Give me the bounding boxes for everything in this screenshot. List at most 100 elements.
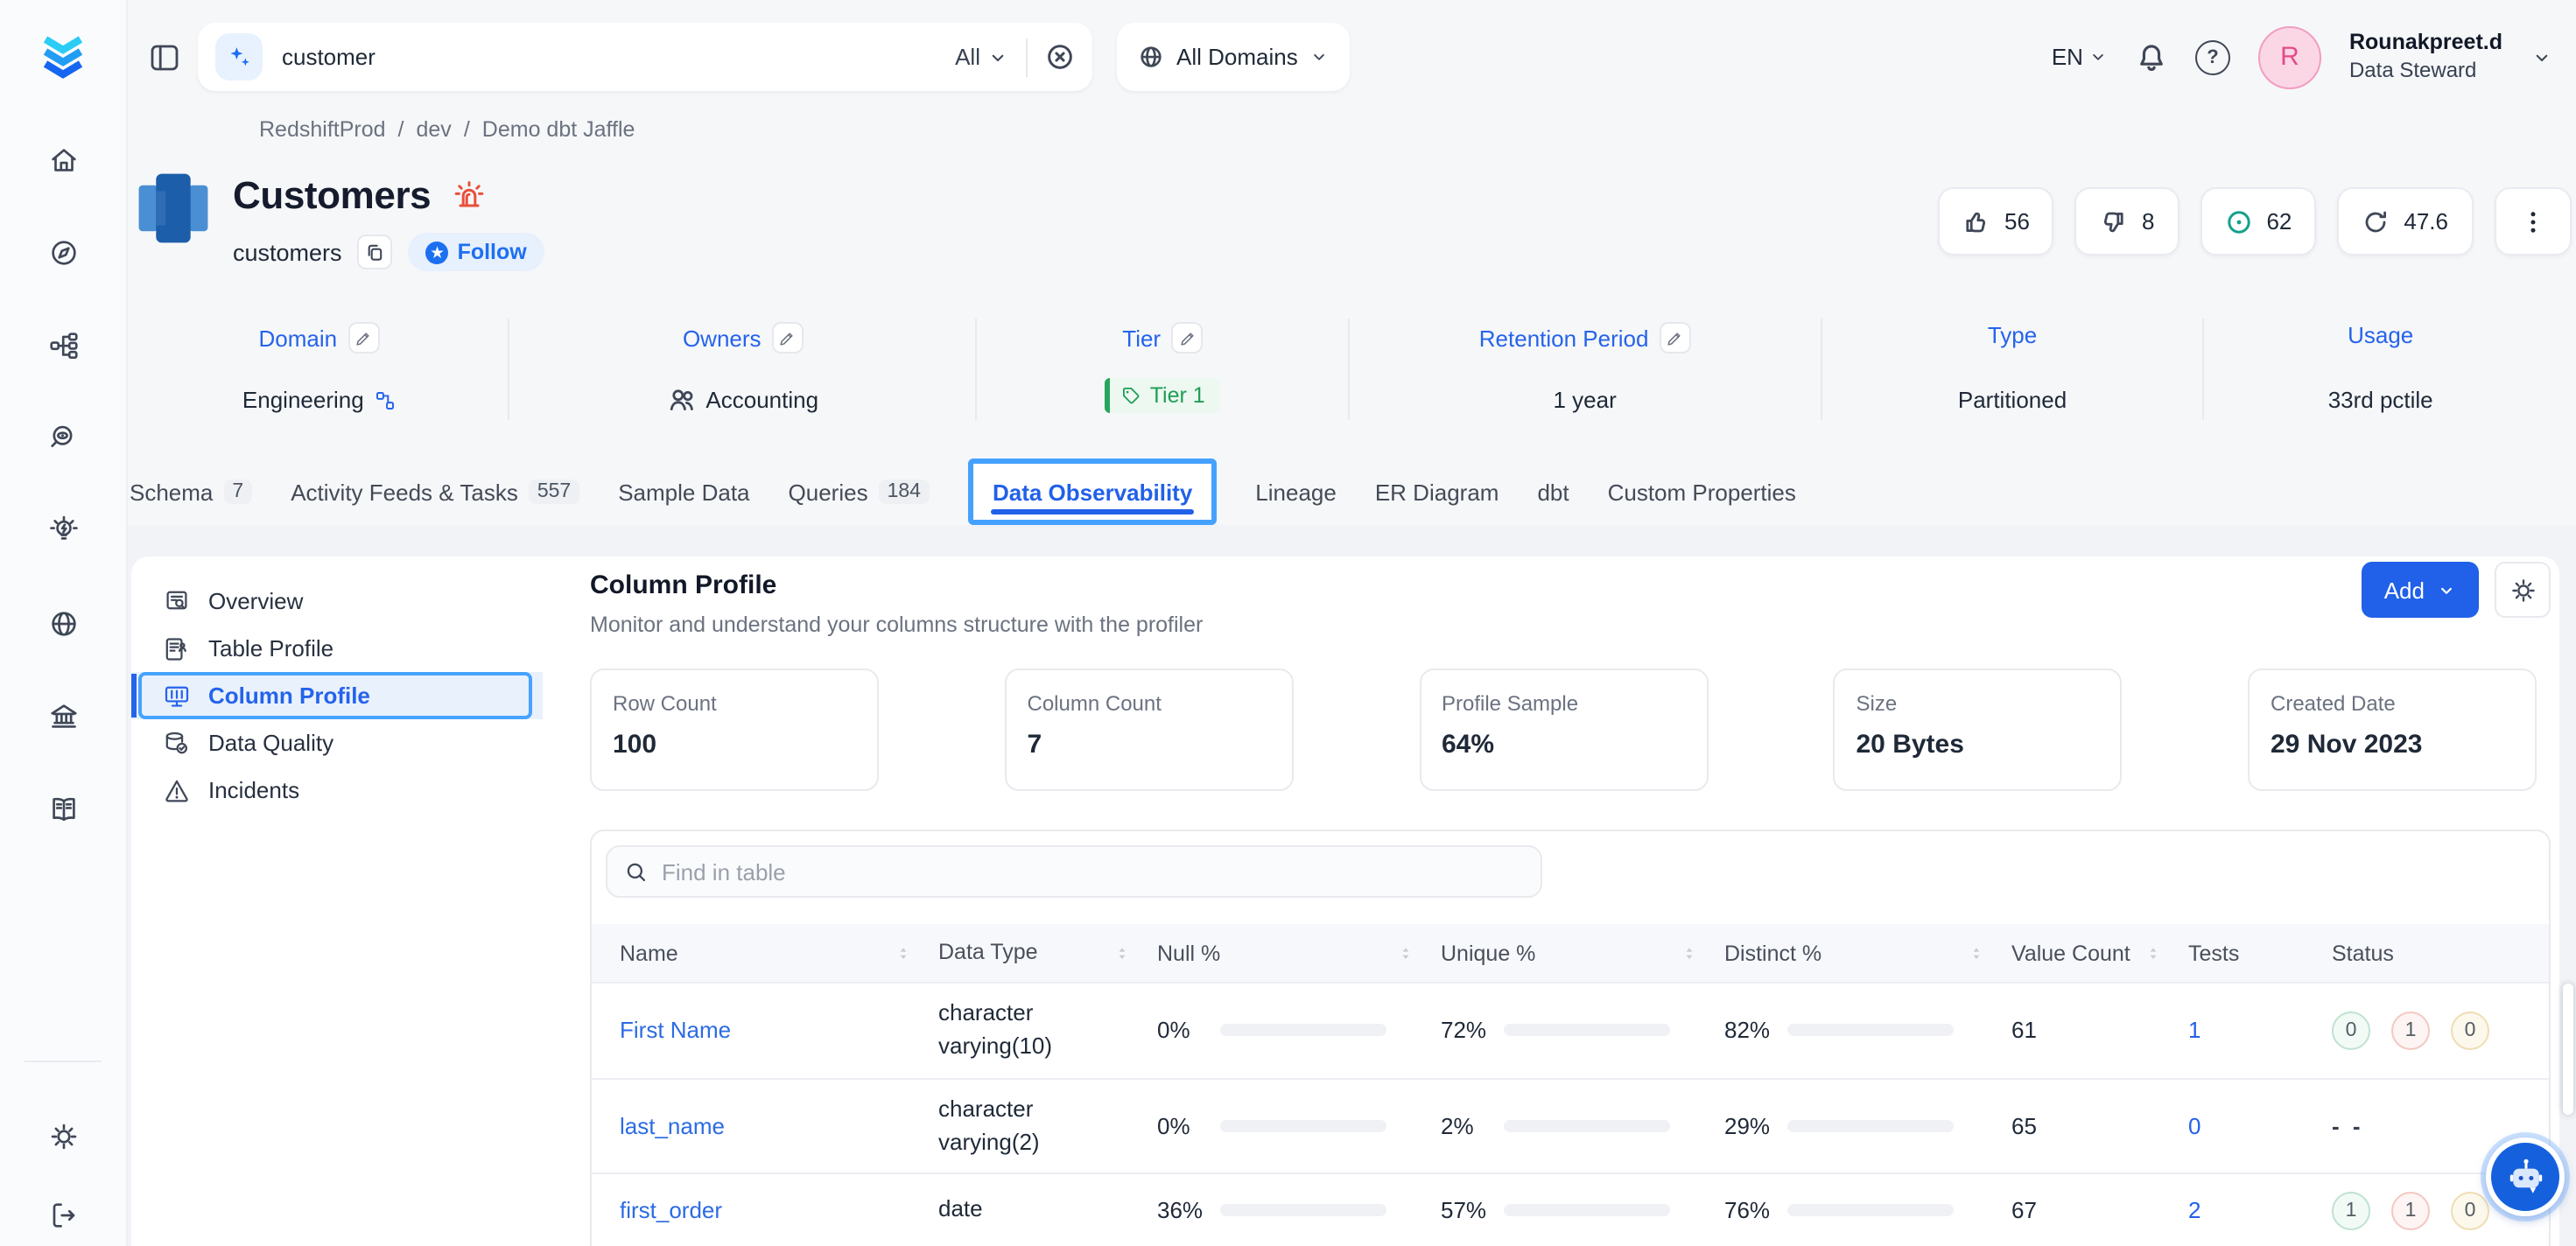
sidebar-item-governance[interactable] [33, 693, 93, 738]
alert-siren-icon[interactable] [452, 178, 487, 214]
column-header-distinct[interactable]: Distinct % [1724, 924, 2011, 982]
engagement-refresh[interactable]: 47.6 [2337, 187, 2473, 256]
sidebar-toggle-button[interactable] [147, 40, 182, 75]
sidebar-item-insights[interactable] [33, 508, 93, 553]
active-tab-box[interactable]: Data Observability [967, 458, 1218, 525]
tier-badge[interactable]: Tier 1 [1104, 378, 1221, 413]
breadcrumb-item-redshiftprod[interactable]: RedshiftProd [259, 117, 386, 142]
ai-sparkle-icon[interactable] [215, 33, 263, 80]
subnav-item-data-quality[interactable]: Data Quality [131, 719, 543, 766]
sidebar-item-home[interactable] [33, 136, 93, 182]
column-header-name[interactable]: Name [620, 924, 938, 982]
sidebar-item-discover[interactable] [33, 229, 93, 275]
tab-dbt[interactable]: dbt [1537, 479, 1569, 505]
metadata-label[interactable]: Type [1987, 322, 2038, 348]
notifications-button[interactable] [2136, 41, 2167, 73]
column-header-data-type[interactable]: Data Type [938, 924, 1157, 982]
column-name-link[interactable]: first_order [620, 1197, 723, 1224]
find-in-table-input[interactable]: Find in table [606, 845, 1542, 898]
search-input[interactable]: customer [282, 44, 376, 70]
sort-icon[interactable] [1679, 942, 1700, 963]
tab-sample-data[interactable]: Sample Data [618, 479, 749, 505]
sort-icon [1973, 947, 1980, 958]
metadata-label-row: Tier [1122, 322, 1204, 354]
engagement-thumbs-down[interactable]: 8 [2074, 187, 2179, 256]
global-search-bar[interactable]: customer All [198, 23, 1092, 91]
tests-link[interactable]: 2 [2188, 1197, 2201, 1224]
table-row[interactable]: last_name character varying(2) 0% 2% 29% 65 0 -… [592, 1077, 2549, 1172]
subnav-item-incidents[interactable]: Incidents [131, 766, 543, 814]
search-scope-dropdown[interactable]: All [955, 44, 1008, 70]
tab-custom-properties[interactable]: Custom Properties [1608, 479, 1796, 505]
metadata-label[interactable]: Domain [258, 325, 338, 351]
tab-lineage[interactable]: Lineage [1255, 479, 1337, 505]
sort-icon[interactable] [1966, 942, 1987, 963]
sort-icon[interactable] [893, 942, 914, 963]
column-name-link[interactable]: last_name [620, 1113, 725, 1140]
tab-queries[interactable]: Queries 184 [789, 479, 930, 505]
column-header-null[interactable]: Null % [1157, 924, 1441, 982]
add-button[interactable]: Add [2361, 562, 2479, 618]
sidebar-item-glossary[interactable] [33, 786, 93, 831]
sort-icon[interactable] [1112, 942, 1133, 963]
subnav-item-column-profile[interactable]: Column Profile [131, 672, 543, 719]
sidebar-item-web[interactable] [33, 600, 93, 646]
subnav-item-table-profile[interactable]: Table Profile [131, 625, 543, 672]
tab-schema[interactable]: Schema 7 [130, 479, 253, 505]
metadata-owners: Owners Accounting [508, 318, 976, 420]
user-info[interactable]: Rounakpreet.d Data Steward [2349, 30, 2502, 83]
tab-er-diagram[interactable]: ER Diagram [1375, 479, 1499, 505]
column-header-tests[interactable]: Tests [2188, 924, 2332, 982]
engagement-kebab[interactable] [2494, 187, 2571, 256]
edit-retention-period-button[interactable] [1659, 322, 1691, 354]
glossary-icon [52, 796, 74, 821]
metadata-label[interactable]: Tier [1122, 325, 1162, 351]
copy-name-button[interactable] [357, 234, 393, 270]
sort-icon[interactable] [1395, 942, 1416, 963]
column-header-value-count[interactable]: Value Count [2011, 924, 2188, 982]
chatbot-button[interactable] [2486, 1138, 2565, 1216]
column-header-status[interactable]: Status [2332, 924, 2549, 982]
sidebar-item-logout[interactable] [46, 1199, 80, 1232]
owner-name[interactable]: Accounting [705, 386, 819, 412]
profile-settings-button[interactable] [2495, 562, 2551, 618]
help-button[interactable]: ? [2194, 39, 2230, 74]
sort-icon[interactable] [2143, 942, 2164, 963]
breadcrumb-item-dev[interactable]: dev [416, 117, 452, 142]
edit-owners-button[interactable] [771, 322, 804, 354]
column-name-link[interactable]: First Name [620, 1017, 732, 1044]
tab-data-observability[interactable]: Data Observability [993, 479, 1192, 505]
app-logo-icon[interactable] [35, 28, 91, 84]
breadcrumb-item-demo-dbt-jaffle[interactable]: Demo dbt Jaffle [481, 117, 635, 142]
chevron-down-icon[interactable] [2530, 46, 2551, 67]
column-header-unique[interactable]: Unique % [1441, 924, 1724, 982]
follow-label: Follow [457, 240, 527, 264]
metadata-value-type: Partitioned [1958, 387, 2067, 413]
metadata-label[interactable]: Owners [682, 325, 762, 351]
language-selector[interactable]: EN [2052, 44, 2108, 70]
subnav-item-overview[interactable]: Overview [131, 578, 543, 625]
metadata-label[interactable]: Usage [2348, 322, 2414, 348]
domain-filter-dropdown[interactable]: All Domains [1117, 23, 1351, 91]
search-clear-button[interactable] [1045, 42, 1075, 72]
engagement-thumbs-up[interactable]: 56 [1938, 187, 2054, 256]
scrollbar-thumb[interactable] [2562, 984, 2572, 1115]
sidebar-item-settings[interactable] [46, 1120, 80, 1153]
sidebar-item-workflows[interactable] [33, 322, 93, 368]
avatar[interactable]: R [2257, 25, 2321, 88]
tab-activity-feeds-tasks[interactable]: Activity Feeds & Tasks 557 [291, 479, 580, 505]
edit-domain-button[interactable] [347, 322, 380, 354]
sidebar-item-observability[interactable] [33, 415, 93, 460]
tests-link[interactable]: 0 [2188, 1113, 2201, 1140]
metadata-label[interactable]: Retention Period [1478, 325, 1649, 351]
table-row[interactable]: First Name character varying(10) 0% 72% 82% 6… [592, 982, 2549, 1077]
percent-bar [1504, 1204, 1670, 1217]
percent-value: 82% [1724, 1017, 1771, 1044]
domain-name[interactable]: Engineering [242, 387, 364, 413]
follow-button[interactable]: ★ Follow [408, 233, 544, 271]
tests-link[interactable]: 1 [2188, 1017, 2201, 1044]
table-row[interactable]: first_order date 36% 57% 76% 67 2 1 1 0 [592, 1172, 2549, 1246]
engagement-status-dot[interactable]: 62 [2200, 187, 2317, 256]
cell-null: 0% [1157, 1113, 1441, 1139]
edit-tier-button[interactable] [1171, 322, 1204, 354]
